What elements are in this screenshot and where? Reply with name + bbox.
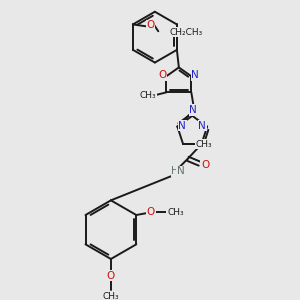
Text: O: O [158,70,166,80]
Text: O: O [146,20,154,30]
Text: CH₃: CH₃ [140,91,156,100]
Text: O: O [107,271,115,281]
Text: CH₃: CH₃ [103,292,119,300]
Text: O: O [147,207,155,217]
Text: H: H [171,167,179,176]
Text: N: N [177,167,185,176]
Text: N: N [191,70,199,80]
Text: N: N [198,121,206,130]
Text: N: N [189,105,197,115]
Text: CH₂CH₃: CH₂CH₃ [169,28,202,37]
Text: CH₃: CH₃ [195,140,212,148]
Text: CH₃: CH₃ [167,208,184,217]
Text: N: N [178,121,186,130]
Text: O: O [201,160,209,170]
